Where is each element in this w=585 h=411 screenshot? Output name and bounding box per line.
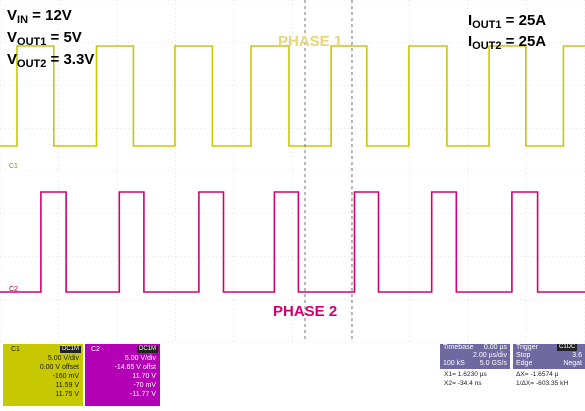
timebase-samples: 100 kS: [443, 360, 465, 367]
ch1-reading-2: 11.59 V: [55, 382, 79, 389]
ch1-marker: C1: [9, 163, 18, 170]
trigger-label: Trigger: [516, 344, 538, 351]
vout1-annotation: VOUT1 = 5V: [7, 29, 82, 48]
timebase-delay: 0.00 µs: [483, 344, 507, 351]
trace-phase1: [0, 45, 585, 147]
phase1-label: PHASE 1: [278, 33, 343, 50]
vout2-annotation: VOUT2 = 3.3V: [7, 51, 95, 70]
trace-phase2: [0, 191, 585, 293]
trigger-slope: Negat: [563, 360, 582, 367]
ch1-reading-1: -160 mV: [52, 373, 79, 380]
trigger-source-tag: C1DC: [557, 344, 578, 351]
cursor-delta-x: ΔX= -1.6574 µ: [516, 371, 559, 378]
ch2-reading-1: 11.70 V: [132, 373, 156, 380]
ch2-vdiv: 5.00 V/div: [124, 355, 156, 362]
ch1-offset: 0.00 V offset: [39, 364, 79, 371]
timebase-label: Timebase: [443, 344, 474, 351]
ch1-vdiv: 5.00 V/div: [47, 355, 79, 362]
ch2-reading-3: -11.77 V: [130, 391, 156, 398]
measurement-cursors: [304, 0, 353, 342]
ch2-reading-2: -70 mV: [133, 382, 156, 389]
cursor-x1: X1= 1.6230 µs: [444, 371, 487, 378]
ch2-coupling-tag: DC1M: [137, 346, 159, 353]
ch2-marker: C2: [9, 286, 18, 293]
vin-annotation: VIN = 12V: [7, 7, 72, 26]
timebase-panel[interactable]: Timebase 0.00 µs 2.00 µs/div 100 kS 5.0 …: [440, 344, 510, 369]
ch2-panel[interactable]: C2 DC1M 5.00 V/div -14.65 V offst 11.70 …: [85, 344, 160, 406]
timebase-sample-rate: 5.0 GS/s: [479, 360, 507, 367]
trigger-mode: Stop: [516, 352, 531, 359]
iout2-annotation: IOUT2 = 25A: [468, 33, 547, 52]
timebase-tdiv: 2.00 µs/div: [473, 352, 507, 359]
ch1-coupling-tag: DC1M: [60, 346, 82, 353]
phase2-label: PHASE 2: [273, 303, 338, 320]
ch1-panel-label: C1: [11, 346, 20, 353]
cursor-readout: X1= 1.6230 µs ΔX= -1.6574 µ X2= -34.4 ns…: [440, 371, 585, 401]
cursor-x2: X2= -34.4 ns: [444, 380, 482, 387]
ch1-reading-3: 11.75 V: [55, 391, 79, 398]
ch1-panel[interactable]: C1 DC1M 5.00 V/div 0.00 V offset -160 mV…: [3, 344, 83, 406]
waveform-traces: [0, 45, 585, 293]
ch2-panel-label: C2: [91, 346, 100, 353]
iout1-annotation: IOUT1 = 25A: [468, 12, 547, 31]
cursor-inverse-delta-x: 1/ΔX= -603.35 kH: [516, 380, 569, 387]
trigger-level: 3.6: [572, 352, 582, 359]
ch2-offset: -14.65 V offst: [114, 364, 156, 371]
trigger-panel[interactable]: Trigger C1DC Stop 3.6 Edge Negat: [513, 344, 585, 369]
trigger-type: Edge: [516, 360, 533, 367]
